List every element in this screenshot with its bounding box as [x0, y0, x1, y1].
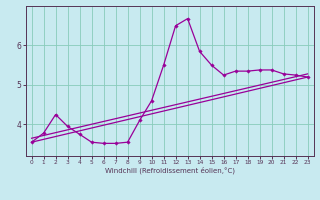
X-axis label: Windchill (Refroidissement éolien,°C): Windchill (Refroidissement éolien,°C)	[105, 167, 235, 174]
